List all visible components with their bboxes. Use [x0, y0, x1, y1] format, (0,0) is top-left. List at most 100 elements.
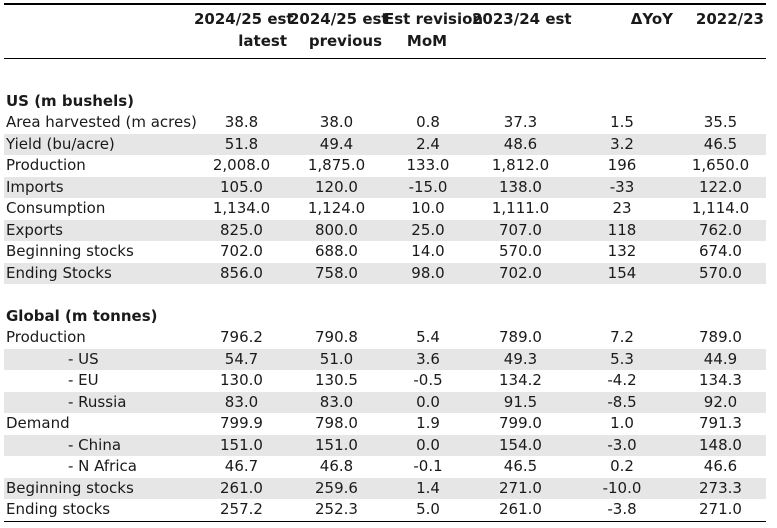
col-header-est-revision-mom: Est revision MoM [384, 3, 483, 59]
cell-value: 51.0 [289, 348, 384, 370]
cell-value: 134.2 [499, 371, 542, 389]
spacer-row [4, 58, 766, 91]
cell-value: 132 [607, 242, 637, 260]
col-header-delta-yoy: ΔYoY [569, 3, 675, 59]
cell-value: 49.4 [289, 133, 384, 155]
cell-value: 49.3 [472, 348, 569, 370]
cell-value: 1.9 [416, 414, 440, 432]
cell-value: 1,875.0 [307, 156, 366, 174]
table-header: 2024/25 est latest 2024/25 est previous … [4, 3, 766, 59]
cell-value: 707.0 [472, 219, 569, 241]
row-label: - US [4, 348, 194, 370]
cell-value: 799.9 [220, 414, 263, 432]
section-title: US (m bushels) [6, 91, 135, 110]
cell-value: 0.2 [610, 457, 634, 475]
cell-value: -10.0 [569, 477, 675, 499]
table-body: US (m bushels) Area harvested (m acres) 38… [4, 58, 766, 522]
cell-value: 674.0 [699, 242, 742, 260]
cell-value: 133.0 [406, 156, 450, 174]
cell-value: 23 [612, 199, 632, 217]
table-row: - N Africa 46.7 46.8 -0.1 46.5 0.2 46.6 [4, 456, 766, 478]
row-label: Production [6, 328, 86, 346]
col-header-line: 2024/25 est [194, 10, 294, 28]
col-header-line: MoM [406, 32, 448, 50]
table-row: - EU 130.0 130.5 -0.5 134.2 -4.2 134.3 [4, 370, 766, 392]
cell-value: 1.0 [610, 414, 634, 432]
col-header-line: 2023/24 est [472, 10, 572, 28]
row-label: Exports [4, 219, 194, 241]
cell-value: 83.0 [289, 391, 384, 413]
cell-value: 151.0 [289, 434, 384, 456]
cell-value: 273.3 [675, 477, 766, 499]
row-label: - Russia [4, 391, 194, 413]
cell-value: 271.0 [675, 499, 766, 522]
row-label: Consumption [6, 199, 106, 217]
cell-value: 46.7 [224, 457, 259, 475]
cell-value: 762.0 [675, 219, 766, 241]
row-label: Beginning stocks [4, 477, 194, 499]
cell-value: 3.2 [569, 133, 675, 155]
row-label: - N Africa [68, 457, 137, 475]
spacer-row [4, 284, 766, 306]
cell-value: 1.5 [610, 113, 634, 131]
spacer-cell [4, 58, 766, 91]
cell-value: -3.0 [569, 434, 675, 456]
table-row: Demand 799.9 798.0 1.9 799.0 1.0 791.3 [4, 413, 766, 435]
table-row: Ending Stocks 856.0 758.0 98.0 702.0 154 570.0 [4, 262, 766, 284]
cell-value: 44.9 [675, 348, 766, 370]
cell-value: 1,650.0 [691, 156, 750, 174]
cell-value: 5.4 [416, 328, 440, 346]
row-label: Imports [4, 176, 194, 198]
cell-value: 702.0 [220, 242, 263, 260]
row-label: Yield (bu/acre) [4, 133, 194, 155]
section-title-row: US (m bushels) [4, 91, 766, 113]
cell-value: 688.0 [315, 242, 358, 260]
col-header-line: ΔYoY [630, 10, 673, 28]
table-row: - China 151.0 151.0 0.0 154.0 -3.0 148.0 [4, 434, 766, 456]
cell-value: 789.0 [699, 328, 742, 346]
col-header-2023-24-est: 2023/24 est [472, 3, 572, 59]
cell-value: 134.3 [699, 371, 742, 389]
cell-value: 7.2 [610, 328, 634, 346]
cell-value: 1,812.0 [491, 156, 550, 174]
col-header-line: previous [308, 32, 382, 50]
col-header-2022-23: 2022/23 [675, 3, 766, 59]
cell-value: 1,114.0 [691, 199, 750, 217]
cell-value: 91.5 [472, 391, 569, 413]
cell-value: 83.0 [194, 391, 289, 413]
col-header-2024-25-previous: 2024/25 est previous [289, 3, 389, 59]
row-label: Production [6, 156, 86, 174]
cell-value: 271.0 [472, 477, 569, 499]
cell-value: -0.5 [413, 371, 443, 389]
col-header-line: 2022/23 [695, 10, 764, 28]
cell-value: 122.0 [675, 176, 766, 198]
cell-value: 798.0 [315, 414, 358, 432]
cell-value: 54.7 [194, 348, 289, 370]
cell-value: -4.2 [607, 371, 637, 389]
header-row: 2024/25 est latest 2024/25 est previous … [4, 3, 766, 59]
section-title-row: Global (m tonnes) [4, 306, 766, 328]
col-header-line: latest [238, 32, 287, 50]
table-row: Production 796.2 790.8 5.4 789.0 7.2 789.0 [4, 327, 766, 349]
table-row: Area harvested (m acres) 38.8 38.0 0.8 37.3 1… [4, 112, 766, 134]
cell-value: 120.0 [289, 176, 384, 198]
table-row: Beginning stocks 702.0 688.0 14.0 570.0 132 67… [4, 241, 766, 263]
col-header-2024-25-latest: 2024/25 est latest [194, 3, 294, 59]
cell-value: 570.0 [675, 262, 766, 284]
cell-value: 259.6 [289, 477, 384, 499]
cell-value: 5.0 [384, 499, 472, 522]
cell-value: 0.0 [384, 391, 472, 413]
table-row: Consumption 1,134.0 1,124.0 10.0 1,111.0 23 1,… [4, 198, 766, 220]
section-title: Global (m tonnes) [6, 306, 158, 325]
cell-value: 825.0 [194, 219, 289, 241]
cell-value: -8.5 [569, 391, 675, 413]
cell-value: 252.3 [289, 499, 384, 522]
cell-value: 570.0 [499, 242, 542, 260]
cell-value: 1.4 [384, 477, 472, 499]
table-row: Beginning stocks 261.0 259.6 1.4 271.0 -10.0 2… [4, 477, 766, 499]
row-label: Beginning stocks [6, 242, 134, 260]
cell-value: 38.0 [319, 113, 354, 131]
row-label: Area harvested (m acres) [6, 113, 197, 131]
cell-value: -0.1 [413, 457, 443, 475]
col-header-empty [4, 3, 194, 59]
